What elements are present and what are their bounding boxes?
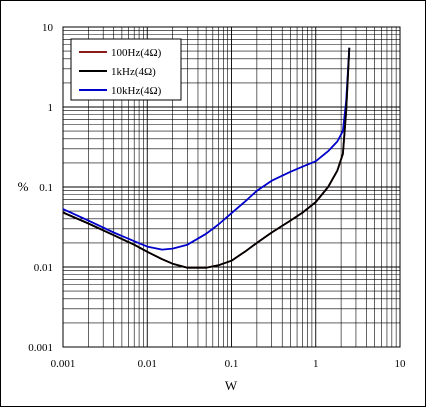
y-tick-label: 10 xyxy=(42,22,54,34)
y-tick-label: 0.1 xyxy=(39,182,53,194)
x-tick-label: 1 xyxy=(313,358,319,370)
x-tick-label: 0.1 xyxy=(225,358,239,370)
legend: 100Hz(4Ω) 1kHz(4Ω) 10kHz(4Ω) xyxy=(71,39,181,100)
legend-label-2: 10kHz(4Ω) xyxy=(111,85,162,97)
y-tick-label: 0.001 xyxy=(28,342,53,354)
y-tick-label: 1 xyxy=(48,102,54,114)
legend-label-0: 100Hz(4Ω) xyxy=(111,47,162,59)
x-tick-label: 0.01 xyxy=(138,358,157,370)
y-axis-title: % xyxy=(18,179,29,194)
x-tick-label: 10 xyxy=(395,358,407,370)
legend-label-1: 1kHz(4Ω) xyxy=(111,66,156,78)
x-tick-label: 0.001 xyxy=(51,358,76,370)
x-tick-labels: 0.001 0.01 0.1 1 10 xyxy=(51,358,406,370)
y-tick-label: 0.01 xyxy=(34,262,53,274)
y-tick-labels: 10 1 0.1 0.01 0.001 xyxy=(28,22,53,354)
x-axis-title: W xyxy=(225,378,238,393)
